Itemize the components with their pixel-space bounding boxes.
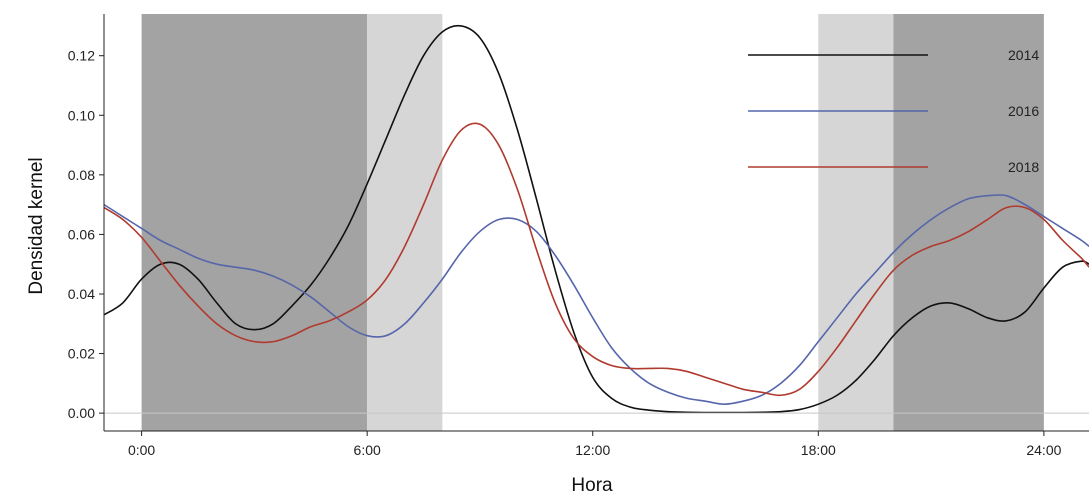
band-dark-3 (893, 14, 1044, 431)
band-light-2 (818, 14, 894, 431)
y-tick-label: 0.06 (68, 226, 95, 242)
legend-label-2014: 2014 (1008, 47, 1039, 63)
series-line-2014 (103, 24, 1089, 414)
y-tick-label: 0.02 (68, 346, 95, 362)
legend: 2014 2016 2018 (748, 47, 1039, 175)
x-tick-label: 12:00 (575, 442, 610, 458)
x-axis-title: Hora (571, 475, 613, 496)
y-tick-label: 0.04 (68, 286, 95, 302)
x-tick-label: 0:00 (128, 442, 155, 458)
series-line-2016 (103, 194, 1089, 405)
band-dark-0 (141, 14, 368, 431)
shaded-bands (141, 14, 1044, 431)
x-tick-label: 6:00 (354, 442, 381, 458)
x-tick-label: 24:00 (1026, 442, 1061, 458)
series-lines (103, 24, 1089, 414)
y-tick-label: 0.10 (68, 107, 95, 123)
x-tick-label: 18:00 (801, 442, 836, 458)
y-tick-label: 0.12 (68, 48, 95, 64)
y-axis-title: Densidad kernel (26, 157, 47, 294)
y-tick-label: 0.00 (68, 405, 95, 421)
legend-label-2016: 2016 (1008, 103, 1039, 119)
legend-label-2018: 2018 (1008, 159, 1039, 175)
band-light-1 (367, 14, 443, 431)
y-tick-label: 0.08 (68, 167, 95, 183)
series-line-2018 (103, 122, 1089, 397)
axes: 0.00 0.02 0.04 0.06 0.08 0.10 0.12 0:00 6:00 12:0… (68, 14, 1089, 458)
